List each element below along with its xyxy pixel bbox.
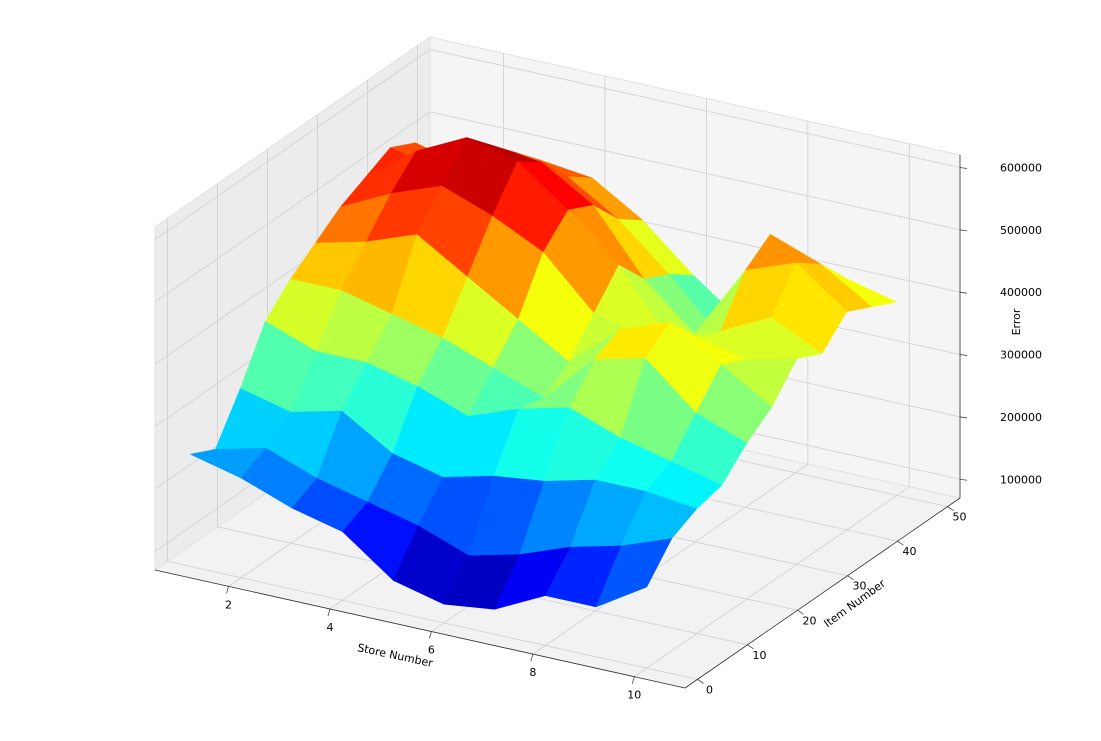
- x-tick-label: 6: [428, 644, 435, 657]
- x-tick-label: 8: [529, 666, 536, 679]
- x-axis-line: [154, 569, 686, 689]
- tick-mark: [631, 676, 635, 684]
- grid-line: [429, 111, 961, 231]
- z-tick-label: 400000: [1000, 286, 1042, 299]
- tick-mark: [897, 540, 904, 546]
- z-tick-label: 300000: [1000, 349, 1042, 362]
- tick-mark: [226, 586, 229, 594]
- tick-mark: [959, 167, 968, 169]
- tick-mark: [959, 416, 968, 419]
- grid-line: [154, 111, 431, 303]
- z-tick-label: 600000: [1000, 161, 1042, 174]
- y-tick-label: 10: [753, 649, 767, 662]
- tick-mark: [530, 654, 534, 662]
- tick-mark: [947, 506, 954, 511]
- tick-mark: [959, 291, 968, 294]
- grid-line: [532, 463, 809, 655]
- y-tick-label: 30: [853, 580, 867, 593]
- grid-line: [634, 486, 910, 678]
- tick-mark: [847, 575, 854, 581]
- tick-mark: [747, 644, 754, 650]
- grid-line: [429, 49, 961, 168]
- tick-mark: [959, 478, 968, 481]
- x-tick-label: 10: [627, 689, 641, 702]
- tick-mark: [327, 608, 331, 617]
- surface: [189, 137, 898, 610]
- y-tick-label: 20: [803, 614, 817, 627]
- tick-mark: [959, 354, 968, 356]
- surface-facet: [595, 538, 673, 608]
- x-axis-label: Store Number: [356, 641, 434, 670]
- y-tick-label: 40: [903, 545, 917, 558]
- y-tick-label: 0: [706, 683, 713, 696]
- grid-line: [154, 49, 431, 240]
- y-axis-line: [684, 497, 961, 689]
- tick-mark: [697, 679, 704, 684]
- z-axis-label: Error: [1010, 308, 1023, 335]
- z-tick-label: 500000: [1000, 224, 1042, 237]
- z-tick-label: 100000: [1000, 473, 1042, 486]
- tick-mark: [429, 631, 432, 639]
- grid-line: [167, 560, 698, 680]
- tick-mark: [797, 609, 804, 615]
- tick-mark: [959, 229, 968, 232]
- x-tick-label: 4: [326, 621, 333, 634]
- y-tick-label: 50: [953, 511, 967, 524]
- z-tick-label: 200000: [1000, 411, 1042, 424]
- x-tick-label: 2: [225, 598, 232, 611]
